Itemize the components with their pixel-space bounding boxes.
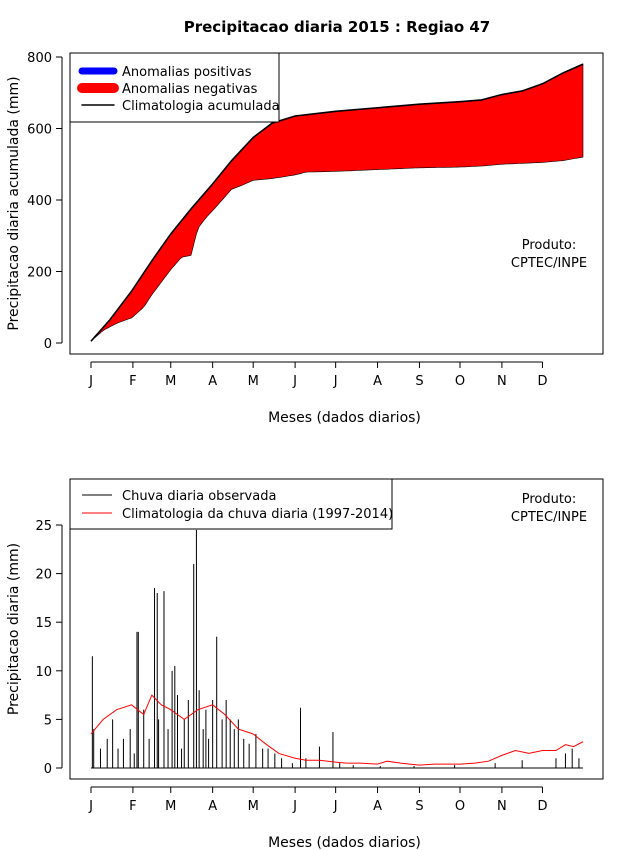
x-tick-label: D	[537, 374, 547, 389]
y-tick-label: 10	[35, 665, 52, 680]
y-tick-label: 400	[27, 194, 52, 209]
x-tick-label: J	[292, 374, 297, 389]
legend-label: Chuva diaria observada	[122, 489, 276, 504]
y-tick-label: 0	[44, 337, 52, 352]
x-tick-label: A	[208, 374, 217, 389]
x-tick-label: A	[373, 374, 382, 389]
x-tick-label: S	[415, 799, 423, 814]
plot-frame	[69, 52, 604, 355]
annotation-line: CPTEC/INPE	[511, 510, 587, 525]
y-axis-title: Precipitacao diaria (mm)	[6, 543, 22, 715]
legend-label: Anomalias positivas	[122, 65, 252, 80]
daily-precipitation-chart: 0 5 10 15 20 25 J F M A M J J A S O N D Meses (dados diari…	[6, 478, 604, 850]
y-tick-label: 0	[44, 762, 52, 777]
annotation-line: CPTEC/INPE	[511, 256, 587, 271]
y-tick-label: 20	[35, 568, 52, 583]
y-tick-label: 15	[35, 616, 52, 631]
x-tick-label: J	[333, 374, 338, 389]
x-tick-label: A	[373, 799, 382, 814]
x-tick-label: J	[88, 799, 93, 814]
annotation-line: Produto:	[522, 238, 577, 253]
x-tick-label: N	[497, 374, 507, 389]
legend-label: Climatologia acumulada	[122, 99, 280, 114]
x-tick-label: F	[129, 799, 136, 814]
x-tick-label: O	[455, 799, 465, 814]
x-tick-label: M	[248, 374, 259, 389]
annotation-line: Produto:	[522, 492, 577, 507]
x-tick-label: J	[292, 799, 297, 814]
y-tick-label: 200	[27, 266, 52, 281]
y-tick-label: 25	[35, 519, 52, 534]
x-tick-label: M	[248, 799, 259, 814]
legend-box	[69, 478, 393, 530]
page-title: Precipitacao diaria 2015 : Regiao 47	[184, 18, 491, 36]
y-tick-label: 800	[27, 51, 52, 66]
y-tick-label: 5	[44, 713, 52, 728]
x-tick-label: O	[455, 374, 465, 389]
x-tick-label: J	[88, 374, 93, 389]
x-tick-label: S	[415, 374, 423, 389]
x-tick-label: M	[165, 799, 176, 814]
climatology-daily-line	[90, 694, 584, 766]
y-axis-title: Precipitacao diaria acumulada (mm)	[6, 76, 22, 330]
cumulative-precipitation-chart: 0 200 400 600 800 J F M A M J J A S O N D Meses (dados di…	[6, 51, 604, 426]
x-axis-title: Meses (dados diarios)	[268, 410, 421, 426]
x-tick-label: J	[333, 799, 338, 814]
x-tick-label: N	[497, 799, 507, 814]
x-tick-label: F	[129, 374, 136, 389]
x-axis-title: Meses (dados diarios)	[268, 835, 421, 850]
climatology-cumulative-line	[90, 63, 584, 342]
legend-label: Climatologia da chuva diaria (1997-2014)	[122, 507, 393, 522]
x-tick-label: D	[537, 799, 547, 814]
x-tick-label: M	[165, 374, 176, 389]
y-tick-label: 600	[27, 123, 52, 138]
x-tick-label: A	[208, 799, 217, 814]
legend-label: Anomalias negativas	[122, 82, 258, 97]
